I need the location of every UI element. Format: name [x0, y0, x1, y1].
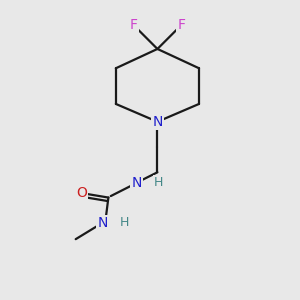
- Text: H: H: [120, 216, 129, 229]
- Text: H: H: [154, 176, 164, 189]
- Text: F: F: [177, 18, 185, 32]
- Text: O: O: [76, 186, 87, 200]
- Text: N: N: [97, 216, 108, 230]
- Text: F: F: [130, 18, 138, 32]
- Text: N: N: [131, 176, 142, 190]
- Text: N: N: [152, 115, 163, 129]
